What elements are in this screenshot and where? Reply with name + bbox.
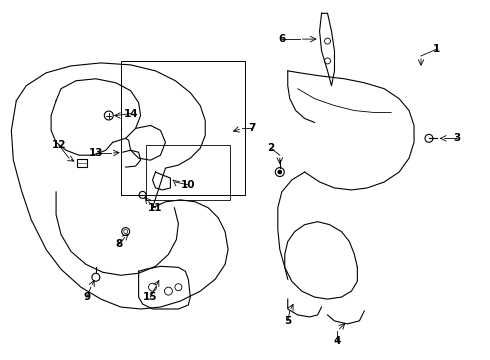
Text: 11: 11: [148, 203, 163, 213]
Bar: [77, 159, 87, 167]
Circle shape: [278, 170, 282, 174]
Text: 7: 7: [248, 123, 256, 134]
Text: 6: 6: [278, 34, 285, 44]
Text: 12: 12: [52, 140, 66, 150]
Text: 13: 13: [89, 148, 103, 158]
Text: 8: 8: [115, 239, 122, 249]
Text: 14: 14: [123, 108, 138, 118]
Text: 4: 4: [334, 336, 341, 346]
Text: 2: 2: [267, 143, 274, 153]
Text: 3: 3: [453, 133, 461, 143]
Text: 1: 1: [433, 44, 441, 54]
Text: 5: 5: [284, 316, 292, 326]
Text: 15: 15: [143, 292, 158, 302]
Text: 9: 9: [83, 292, 91, 302]
Text: 10: 10: [181, 180, 196, 190]
